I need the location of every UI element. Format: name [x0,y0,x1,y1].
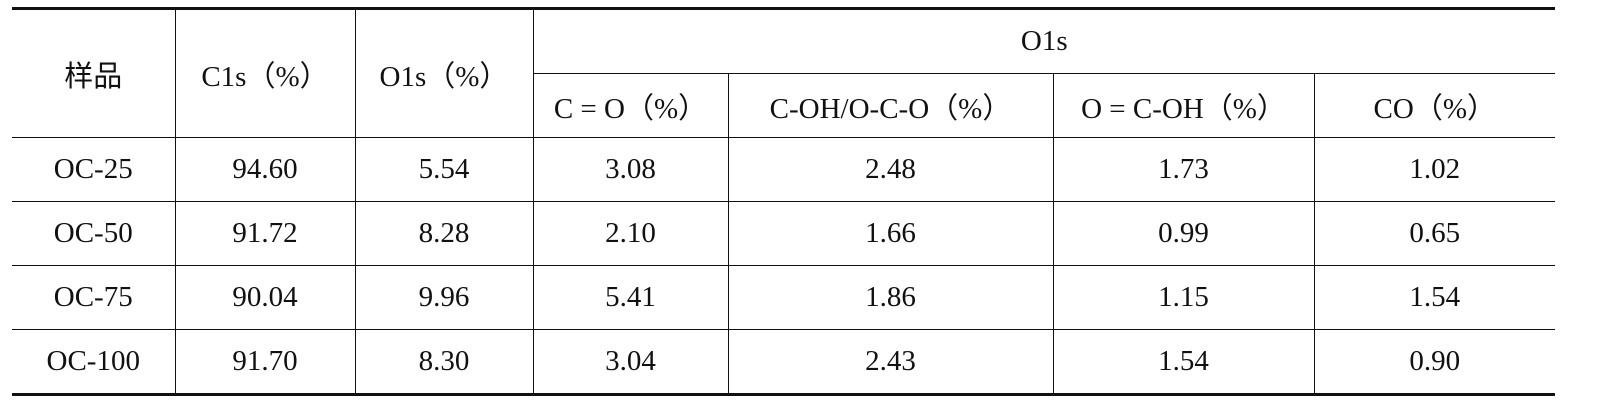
header-cell: C = O（%） [532,73,728,138]
value-cell: 5.54 [354,137,533,202]
table-body: OC-25 94.60 5.54 3.08 2.48 1.73 1.02 OC-50 91.72… [12,137,1556,395]
value-cell: 1.86 [727,265,1053,330]
value-cell: 0.99 [1052,201,1314,266]
value-cell: 91.70 [174,329,355,395]
data-table: 样品 C1s（%） O1s（%） O1s C = O（%） C-OH/O-C-O… [12,7,1556,396]
sample-cell: OC-100 [12,329,175,395]
sample-cell: OC-25 [12,137,175,202]
table-row: OC-25 94.60 5.54 3.08 2.48 1.73 1.02 [12,137,1556,202]
value-cell: 5.41 [532,265,728,330]
value-cell: 94.60 [174,137,355,202]
header-cell: 样品 [64,60,123,93]
value-cell: 1.54 [1052,329,1314,395]
value-cell: 2.48 [727,137,1053,202]
table-row: OC-100 91.70 8.30 3.04 2.43 1.54 0.90 [12,329,1556,395]
table-header: 样品 C1s（%） O1s（%） O1s C = O（%） C-OH/O-C-O… [12,8,1556,138]
value-cell: 1.02 [1313,137,1556,202]
value-cell: 0.90 [1313,329,1556,395]
value-cell: 3.04 [532,329,728,395]
value-cell: 9.96 [354,265,533,330]
value-cell: 2.43 [727,329,1053,395]
header-cell: C-OH/O-C-O（%） [727,73,1053,138]
header-cell: O1s（%） [354,8,533,138]
value-cell: 90.04 [174,265,355,330]
value-cell: 2.10 [532,201,728,266]
header-cell: O = C-OH（%） [1052,73,1314,138]
value-cell: 1.73 [1052,137,1314,202]
value-cell: 0.65 [1313,201,1556,266]
value-cell: 8.30 [354,329,533,395]
header-row: 样品 C1s（%） O1s（%） O1s [12,8,1556,138]
header-group-cell: O1s [532,8,1556,74]
value-cell: 1.54 [1313,265,1556,330]
value-cell: 3.08 [532,137,728,202]
header-row: C = O（%） C-OH/O-C-O（%） O = C-OH（%） CO（%） [12,73,1556,138]
value-cell: 1.66 [727,201,1053,266]
sample-cell: OC-50 [12,201,175,266]
value-cell: 1.15 [1052,265,1314,330]
header-cell: C1s（%） [174,8,355,138]
value-cell: 8.28 [354,201,533,266]
table-row: OC-50 91.72 8.28 2.10 1.66 0.99 0.65 [12,201,1556,266]
header-cell: CO（%） [1313,73,1556,138]
value-cell: 91.72 [174,201,355,266]
sample-cell: OC-75 [12,265,175,330]
table-row: OC-75 90.04 9.96 5.41 1.86 1.15 1.54 [12,265,1556,330]
